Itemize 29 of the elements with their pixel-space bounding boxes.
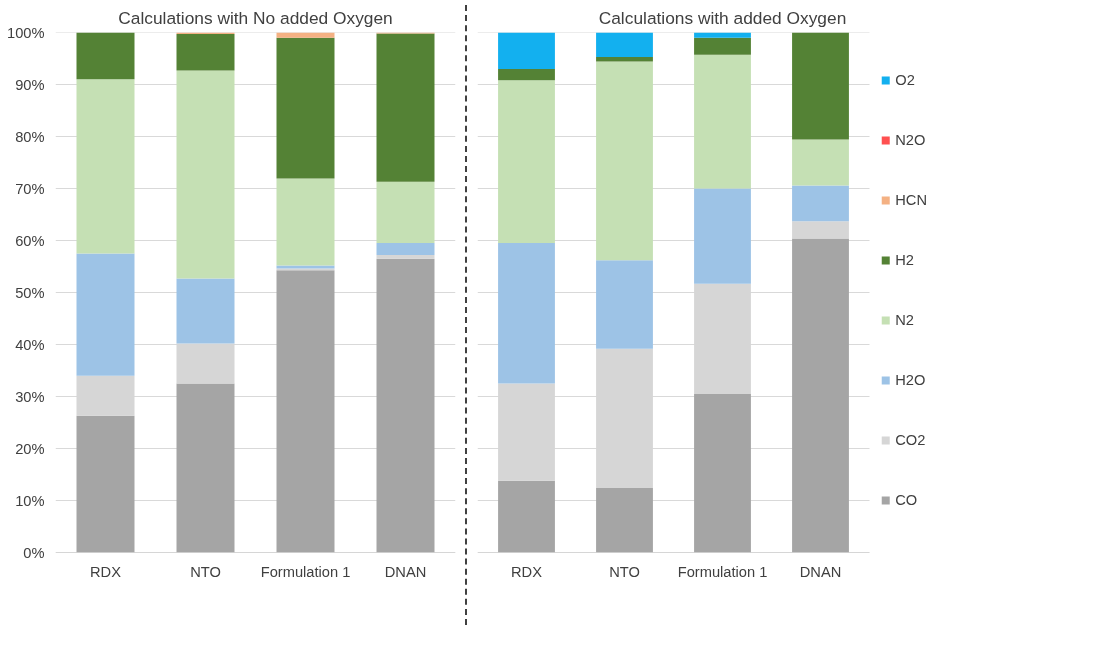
legend-label: CO <box>895 492 918 508</box>
legend-label: H2 <box>895 252 915 268</box>
x-tick-label: RDX <box>90 563 122 580</box>
y-tick-label: 80% <box>15 128 45 145</box>
y-tick-label: 20% <box>15 440 45 457</box>
x-tick-label: RDX <box>511 563 543 580</box>
legend-label: N2 <box>895 312 915 328</box>
x-tick-label: NTO <box>190 563 221 580</box>
y-tick-label: 100% <box>7 24 45 41</box>
chart-title: Calculations with added Oxygen <box>598 7 847 28</box>
legend-label: CO2 <box>895 432 926 448</box>
x-tick-label: DNAN <box>384 563 427 580</box>
y-tick-label: 60% <box>15 232 45 249</box>
x-tick-label: Formulation 1 <box>677 563 768 580</box>
x-tick-label: NTO <box>609 563 640 580</box>
legend-label: N2O <box>895 132 926 148</box>
x-tick-label: DNAN <box>799 563 842 580</box>
legend-label: O2 <box>895 72 916 88</box>
y-tick-label: 10% <box>15 492 45 509</box>
legend-label: H2O <box>895 372 926 388</box>
y-tick-label: 40% <box>15 336 45 353</box>
x-tick-label: Formulation 1 <box>260 563 351 580</box>
chart-title: Calculations with No added Oxygen <box>118 7 393 28</box>
y-tick-label: 50% <box>15 284 45 301</box>
y-tick-label: 90% <box>15 76 45 93</box>
y-tick-label: 70% <box>15 180 45 197</box>
y-tick-label: 0% <box>23 544 45 561</box>
y-tick-label: 30% <box>15 388 45 405</box>
legend-label: HCN <box>895 192 927 208</box>
